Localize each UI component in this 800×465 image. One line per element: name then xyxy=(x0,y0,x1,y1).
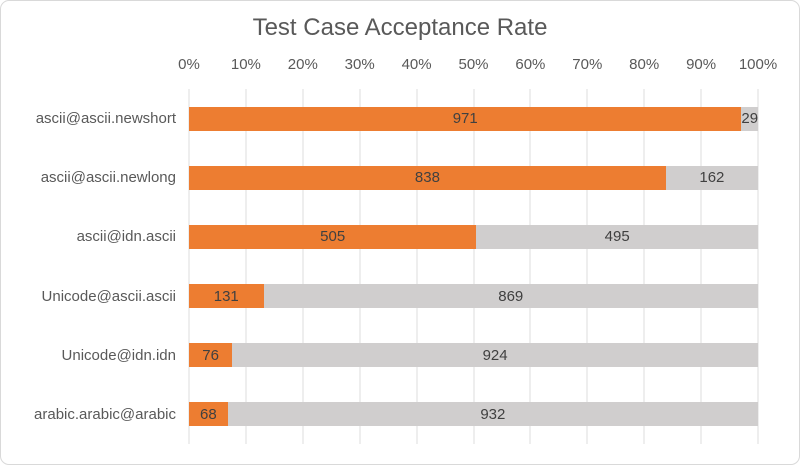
bar-value-label: 971 xyxy=(452,110,478,128)
bar-segment-gray: 495 xyxy=(476,224,758,249)
x-tick-label: 80% xyxy=(629,56,660,73)
gridline xyxy=(529,89,531,444)
plot-area: 971 29 838 162 505 495 131 869 76 924 68 932 xyxy=(188,89,759,444)
bar-value-label: 162 xyxy=(699,169,725,187)
gridline xyxy=(302,89,304,444)
bar-track: 838 162 xyxy=(189,165,758,190)
bar-value-label: 932 xyxy=(480,405,506,423)
category-labels: ascii@ascii.newshort ascii@ascii.newlong a… xyxy=(1,89,176,444)
category-label: ascii@ascii.newshort xyxy=(35,110,176,128)
category-label: Unicode@ascii.ascii xyxy=(41,287,176,305)
bar-segment-gray: 869 xyxy=(263,284,758,309)
bar-row: 838 162 xyxy=(189,148,758,207)
bar-segment-orange: 131 xyxy=(189,284,264,309)
gridlines xyxy=(188,89,759,444)
bar-segment-gray: 932 xyxy=(227,402,758,427)
bar-row: 971 29 xyxy=(189,89,758,148)
bar-row: 76 924 xyxy=(189,326,758,385)
x-tick-label: 60% xyxy=(515,56,546,73)
bar-segment-orange: 68 xyxy=(189,402,228,427)
bar-segment-gray: 29 xyxy=(741,106,759,131)
bar-segment-orange: 76 xyxy=(189,343,233,368)
gridline xyxy=(188,89,190,444)
bar-segment-gray: 924 xyxy=(232,343,758,368)
gridline xyxy=(473,89,474,444)
x-axis: 0% 10% 20% 30% 40% 50% 60% 70% 80% 90% 100% xyxy=(178,56,777,76)
chart-title: Test Case Acceptance Rate xyxy=(252,14,548,41)
bar-track: 76 924 xyxy=(189,343,758,368)
x-tick-label: 0% xyxy=(178,56,200,73)
x-tick-label: 100% xyxy=(738,56,778,73)
gridline xyxy=(416,89,418,444)
bar-segment-orange: 505 xyxy=(189,224,477,249)
gridline xyxy=(359,89,361,444)
x-tick-label: 40% xyxy=(401,56,432,73)
bar-value-label: 924 xyxy=(482,346,508,364)
bar-track: 971 29 xyxy=(189,106,759,131)
bar-row: 131 869 xyxy=(189,267,758,326)
x-tick-label: 30% xyxy=(344,56,375,73)
x-tick-label: 90% xyxy=(686,56,717,73)
bar-value-label: 68 xyxy=(200,405,217,423)
bar-value-label: 869 xyxy=(498,287,524,305)
bar-value-label: 76 xyxy=(202,346,219,364)
bar-track: 68 932 xyxy=(189,402,758,427)
x-tick-label: 20% xyxy=(287,56,318,73)
gridline xyxy=(643,89,645,444)
category-label: arabic.arabic@arabic xyxy=(34,405,176,423)
bar-value-label: 29 xyxy=(741,110,759,128)
category-label: ascii@idn.ascii xyxy=(76,228,176,246)
bar-value-label: 505 xyxy=(320,228,346,246)
bar-value-label: 131 xyxy=(213,287,239,305)
x-tick-label: 50% xyxy=(458,56,489,73)
gridline xyxy=(757,89,759,444)
bar-value-label: 495 xyxy=(604,228,630,246)
x-tick-label: 10% xyxy=(230,56,261,73)
gridline xyxy=(586,89,588,444)
bar-row: 505 495 xyxy=(189,207,758,266)
bar-segment-orange: 971 xyxy=(189,106,742,131)
category-label: Unicode@idn.idn xyxy=(61,346,176,364)
gridline xyxy=(245,89,247,444)
category-label: ascii@ascii.newlong xyxy=(40,169,176,187)
bar-rows: 971 29 838 162 505 495 131 869 76 924 68 932 xyxy=(189,89,758,444)
gridline xyxy=(700,89,702,444)
bar-segment-orange: 838 xyxy=(189,165,666,190)
bar-track: 131 869 xyxy=(189,284,758,309)
bar-value-label: 838 xyxy=(414,169,440,187)
bar-segment-gray: 162 xyxy=(665,165,758,190)
bar-track: 505 495 xyxy=(189,224,758,249)
x-tick-label: 70% xyxy=(572,56,603,73)
bar-row: 68 932 xyxy=(189,385,758,444)
